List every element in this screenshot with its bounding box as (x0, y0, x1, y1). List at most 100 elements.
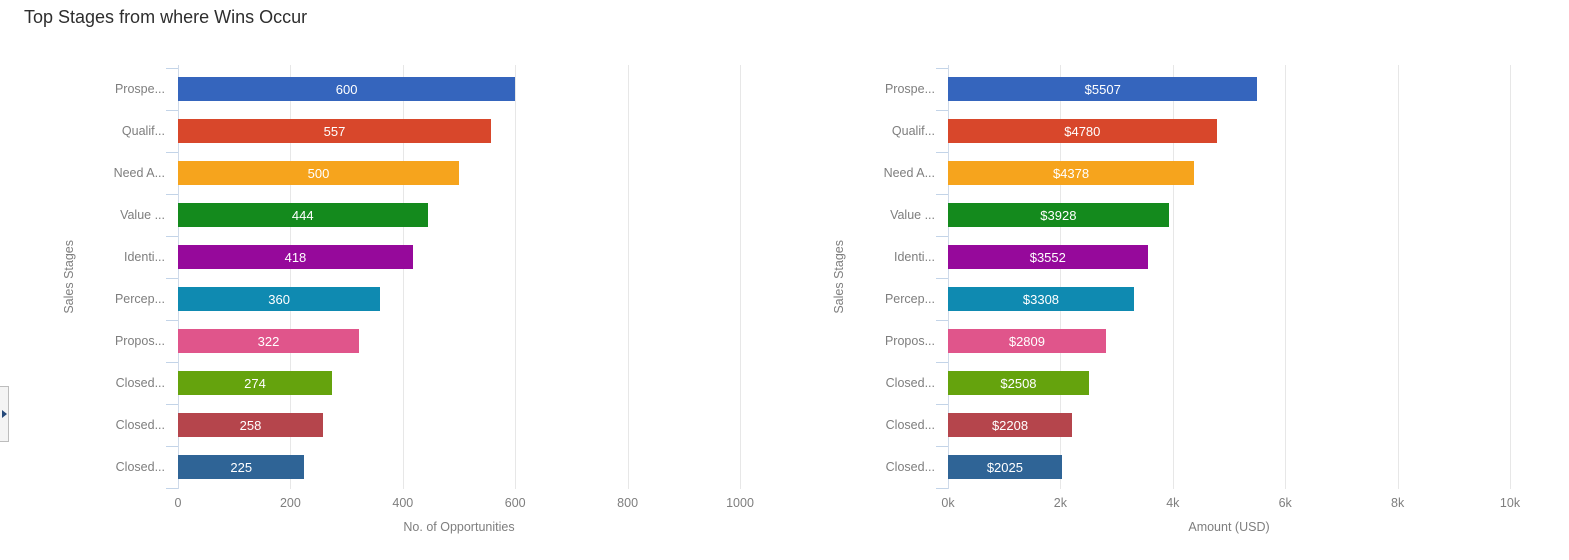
bar-value-label: 444 (291, 207, 314, 223)
y-axis-tick (936, 194, 948, 195)
bar-value-label: $3308 (1022, 291, 1060, 307)
bar-value-label: $3552 (1029, 249, 1066, 265)
bar-value-label: $3928 (1040, 207, 1077, 223)
category-label: Value ... (120, 208, 165, 222)
y-axis-category-labels: Prospe... Qualif... Need A... Value ... Iden… (78, 65, 165, 489)
x-axis-ticks: 0k 2k 4k 6k 8k 10k (830, 496, 1569, 512)
gridline (1172, 65, 1174, 489)
bar-value-label: 360 (268, 291, 290, 307)
bar-row-6[interactable]: 322 (178, 329, 359, 353)
category-label: Propos... (884, 334, 935, 348)
bar-value-label: 274 (244, 375, 266, 391)
y-axis-tick (936, 488, 948, 489)
x-tick-label: 4k (1166, 496, 1180, 510)
x-tick-label: 2k (1053, 496, 1067, 510)
bar-value-label: 557 (323, 123, 346, 139)
category-label: Closed... (885, 418, 935, 432)
x-tick-label: 10k (1499, 496, 1521, 510)
bar-row-0[interactable]: $5507 (948, 77, 1258, 101)
y-axis-line (178, 65, 179, 489)
gridline (515, 65, 517, 489)
category-label: Prospe... (884, 82, 935, 96)
bar-row-0[interactable]: 600 (178, 77, 516, 101)
bar-value-label: $2208 (991, 417, 1029, 433)
category-label: Identi... (894, 250, 935, 264)
x-axis-ticks: 0 200 400 600 800 1000 (60, 496, 820, 512)
category-label: Percep... (884, 292, 935, 306)
bar-row-1[interactable]: $4780 (948, 119, 1217, 143)
bar-row-9[interactable]: $2025 (948, 455, 1062, 479)
x-tick-label: 0k (941, 496, 955, 510)
y-axis-tick (166, 404, 178, 405)
x-tick-label: 800 (617, 496, 639, 510)
bar-value-label: $5507 (1084, 81, 1121, 97)
category-label: Closed... (885, 376, 935, 390)
category-label: Closed... (115, 460, 165, 474)
x-tick-label: 8k (1390, 496, 1405, 510)
bar-row-5[interactable]: 360 (178, 287, 381, 311)
bar-row-2[interactable]: $4378 (948, 161, 1195, 185)
gridline (1397, 65, 1399, 489)
bar-row-5[interactable]: $3308 (948, 287, 1134, 311)
y-axis-tick (936, 446, 948, 447)
bar-row-8[interactable]: 258 (178, 413, 323, 437)
gridline (290, 65, 292, 489)
x-tick-label: 6k (1278, 496, 1292, 510)
bar-value-label: 322 (257, 333, 280, 349)
category-label: Qualif... (891, 124, 935, 138)
y-axis-tick (936, 110, 948, 111)
y-axis-tick (166, 362, 178, 363)
y-axis-tick (166, 320, 178, 321)
category-label: Percep... (114, 292, 165, 306)
bar-row-4[interactable]: 418 (178, 245, 413, 269)
bar-row-8[interactable]: $2208 (948, 413, 1073, 437)
bar-value-label: 600 (335, 81, 358, 97)
gridline (1285, 65, 1287, 489)
x-tick-label: 200 (279, 496, 301, 510)
y-axis-tick (166, 488, 178, 489)
right-arrow-icon (1, 410, 7, 418)
side-panel-expand-button[interactable] (0, 386, 9, 442)
category-label: Value ... (890, 208, 935, 222)
y-axis-tick (936, 404, 948, 405)
x-axis-title: No. of Opportunities (403, 520, 515, 534)
opportunities-chart: Sales Stages Prospe... Qualif... Need A...… (60, 60, 820, 545)
category-label: Need A... (113, 166, 165, 180)
bar-row-3[interactable]: 444 (178, 203, 428, 227)
bar-row-7[interactable]: $2508 (948, 371, 1089, 395)
bar-value-label: $4780 (1064, 123, 1101, 139)
y-axis-tick (166, 110, 178, 111)
category-label: Closed... (115, 418, 165, 432)
gridline (1060, 65, 1062, 489)
bar-row-7[interactable]: 274 (178, 371, 332, 395)
plot-area: 600 557 500 444 418 360 322 274 258 225 (166, 65, 741, 489)
bar-row-1[interactable]: 557 (178, 119, 492, 143)
category-label: Need A... (883, 166, 935, 180)
gridline (1510, 65, 1511, 489)
bar-row-3[interactable]: $3928 (948, 203, 1169, 227)
plot-area: $5507 $4780 $4378 $3928 $3552 $3308 $2809 $2508… (936, 65, 1511, 489)
category-label: Closed... (885, 460, 935, 474)
x-tick-label: 400 (392, 496, 414, 510)
gridline (627, 65, 629, 489)
y-axis-tick (936, 362, 948, 363)
y-axis-tick (166, 446, 178, 447)
page-title: Top Stages from where Wins Occur (24, 7, 308, 27)
y-axis-title: Sales Stages (830, 65, 848, 489)
bar-row-6[interactable]: $2809 (948, 329, 1106, 353)
bar-row-9[interactable]: 225 (178, 455, 305, 479)
category-label: Qualif... (121, 124, 165, 138)
gridline (402, 65, 404, 489)
bar-value-label: 225 (230, 459, 253, 475)
category-label: Propos... (114, 334, 165, 348)
bar-value-label: 500 (307, 165, 330, 181)
bar-value-label: $2025 (986, 459, 1023, 475)
bar-row-2[interactable]: 500 (178, 161, 459, 185)
y-axis-tick (936, 236, 948, 237)
y-axis-tick (936, 68, 948, 69)
amount-chart: Sales Stages Prospe... Qualif... Need A...… (830, 60, 1569, 545)
bar-value-label: $2809 (1008, 333, 1045, 349)
bar-value-label: 258 (239, 417, 262, 433)
bar-row-4[interactable]: $3552 (948, 245, 1148, 269)
category-label: Closed... (115, 376, 165, 390)
